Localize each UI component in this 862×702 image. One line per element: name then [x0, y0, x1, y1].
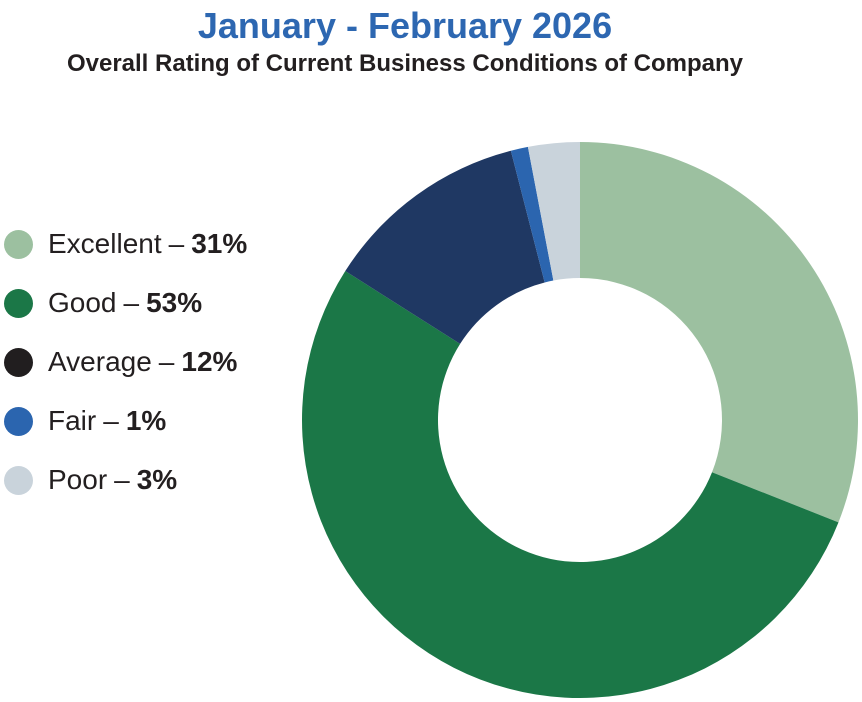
- legend-item-excellent: Excellent –31%: [4, 227, 247, 261]
- legend-dot-good-icon: [4, 288, 33, 318]
- chart-subtitle: Overall Rating of Current Business Condi…: [66, 50, 744, 78]
- legend-item-average: Average –12%: [4, 345, 247, 379]
- chart-title: January - February 2026: [197, 5, 613, 46]
- legend-value: 1%: [125, 405, 167, 436]
- legend-separator: –: [158, 346, 175, 377]
- legend-label: Poor: [48, 464, 108, 495]
- legend-separator: –: [123, 287, 140, 318]
- legend-label: Fair: [48, 405, 97, 436]
- legend-label: Excellent: [48, 228, 162, 259]
- legend-label: Good: [48, 287, 117, 318]
- legend-separator: –: [114, 464, 130, 495]
- chart-legend: Excellent –31% Good –53% Average –12% Fair –…: [4, 227, 247, 522]
- legend-dot-fair-icon: [4, 406, 33, 436]
- donut-slice-excellent: [580, 142, 859, 523]
- legend-item-fair: Fair –1%: [4, 404, 247, 438]
- legend-text: Poor –3%: [48, 464, 177, 496]
- legend-value: 3%: [136, 464, 178, 495]
- donut-slice-good: [302, 271, 839, 699]
- legend-label: Average: [48, 346, 152, 377]
- legend-dot-excellent-icon: [4, 229, 33, 259]
- chart-header: January - February 2026 Overall Rating o…: [0, 4, 810, 79]
- legend-separator: –: [168, 228, 185, 259]
- legend-value: 12%: [181, 346, 238, 377]
- legend-dot-average-icon: [4, 347, 33, 377]
- legend-separator: –: [103, 405, 119, 436]
- legend-dot-poor-icon: [4, 465, 33, 495]
- legend-text: Excellent –31%: [48, 228, 247, 260]
- donut-slice-average: [345, 150, 545, 344]
- legend-item-poor: Poor –3%: [4, 463, 247, 497]
- donut-slice-poor: [527, 142, 580, 281]
- legend-text: Fair –1%: [48, 405, 166, 437]
- donut-slice-fair: [510, 146, 554, 283]
- legend-item-good: Good –53%: [4, 286, 247, 320]
- legend-value: 53%: [146, 287, 203, 318]
- legend-text: Average –12%: [48, 346, 237, 378]
- legend-text: Good –53%: [48, 287, 202, 319]
- legend-value: 31%: [191, 228, 248, 259]
